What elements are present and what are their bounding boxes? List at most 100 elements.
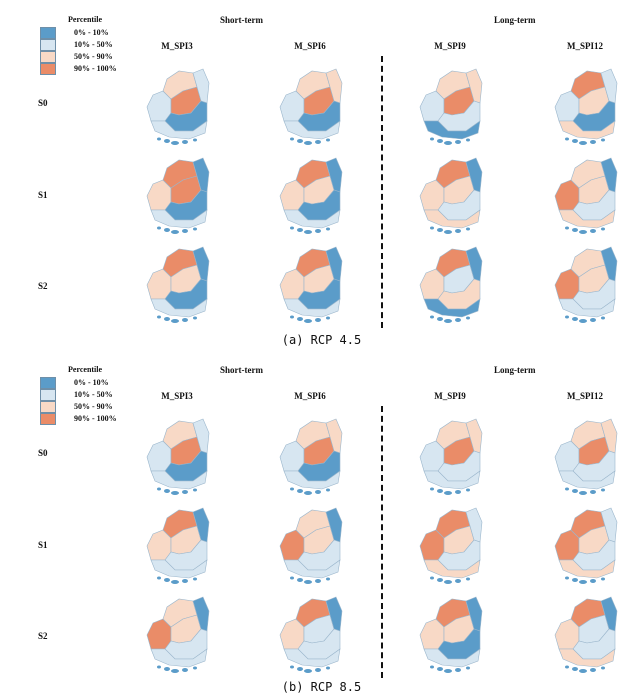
map-island <box>579 230 587 234</box>
map-island <box>437 578 443 582</box>
map-island <box>297 139 303 143</box>
map-region <box>150 298 208 318</box>
drought-map <box>279 418 343 495</box>
map-region <box>558 209 616 229</box>
legend-swatch <box>40 51 56 63</box>
map-island <box>466 488 470 492</box>
map-island <box>430 487 434 491</box>
legend-swatch <box>40 27 56 39</box>
map-island <box>565 137 569 141</box>
map-island <box>157 576 161 580</box>
map-island <box>590 668 596 672</box>
map-island <box>171 141 179 145</box>
drought-map <box>279 246 343 323</box>
map-island <box>182 140 188 144</box>
drought-map <box>419 507 483 584</box>
map-island <box>171 319 179 323</box>
map-island <box>182 229 188 233</box>
map-island <box>579 141 587 145</box>
map-island <box>171 580 179 584</box>
map-island <box>601 227 605 231</box>
map-island <box>455 490 461 494</box>
map-island <box>455 140 461 144</box>
map-island <box>326 488 330 492</box>
drought-map <box>419 157 483 234</box>
map-island <box>182 318 188 322</box>
column-title: M_SPI6 <box>294 41 326 51</box>
drought-map <box>419 418 483 495</box>
group-title: Short-term <box>220 365 263 375</box>
map-island <box>601 577 605 581</box>
map-island <box>326 577 330 581</box>
row-label: S1 <box>38 540 48 550</box>
map-island <box>565 226 569 230</box>
map-island <box>444 230 452 234</box>
map-island <box>297 667 303 671</box>
legend-label: 50% - 90% <box>74 402 113 411</box>
legend-label: 10% - 50% <box>74 390 113 399</box>
map-island <box>157 137 161 141</box>
map-island <box>455 668 461 672</box>
term-divider <box>381 406 383 678</box>
map-island <box>315 318 321 322</box>
map-island <box>171 230 179 234</box>
column-title: M_SPI9 <box>434 391 466 401</box>
map-region <box>558 120 616 140</box>
map-island <box>590 140 596 144</box>
drought-map <box>554 596 618 673</box>
map-island <box>455 318 461 322</box>
map-island <box>164 489 170 493</box>
legend-swatch <box>40 401 56 413</box>
legend-swatch <box>40 389 56 401</box>
map-island <box>164 139 170 143</box>
map-island <box>579 669 587 673</box>
column-title: M_SPI12 <box>567 391 603 401</box>
legend-swatch <box>40 413 56 425</box>
map-island <box>579 319 587 323</box>
map-island <box>466 138 470 142</box>
map-island <box>437 139 443 143</box>
map-island <box>157 487 161 491</box>
map-region <box>150 120 208 140</box>
drought-map <box>554 157 618 234</box>
map-island <box>290 665 294 669</box>
row-label: S0 <box>38 448 48 458</box>
map-island <box>304 319 312 323</box>
map-region <box>423 120 481 140</box>
drought-map <box>554 246 618 323</box>
drought-map <box>146 596 210 673</box>
panel-a: Percentile 0% - 10% 10% - 50% 50% - 90% 90% … <box>0 0 643 347</box>
group-title: Long-term <box>494 365 536 375</box>
map-island <box>579 580 587 584</box>
map-island <box>157 665 161 669</box>
map-island <box>565 487 569 491</box>
map-island <box>437 317 443 321</box>
map-region <box>150 470 208 490</box>
map-island <box>157 315 161 319</box>
drought-map <box>419 596 483 673</box>
map-island <box>572 139 578 143</box>
map-island <box>315 490 321 494</box>
map-island <box>193 227 197 231</box>
panel-caption: (a) RCP 4.5 <box>281 333 362 347</box>
map-island <box>171 669 179 673</box>
map-island <box>157 226 161 230</box>
map-island <box>430 315 434 319</box>
map-island <box>164 317 170 321</box>
map-island <box>601 666 605 670</box>
map-region <box>150 209 208 229</box>
legend-title: Percentile <box>68 365 103 374</box>
map-island <box>444 141 452 145</box>
drought-map <box>554 68 618 145</box>
map-island <box>437 667 443 671</box>
map-island <box>304 580 312 584</box>
term-divider <box>381 56 383 328</box>
drought-map <box>146 246 210 323</box>
column-title: M_SPI9 <box>434 41 466 51</box>
column-title: M_SPI12 <box>567 41 603 51</box>
map-region <box>558 648 616 668</box>
legend-swatch <box>40 377 56 389</box>
drought-map <box>419 68 483 145</box>
map-region <box>423 298 481 318</box>
legend-label: 90% - 100% <box>74 414 117 423</box>
